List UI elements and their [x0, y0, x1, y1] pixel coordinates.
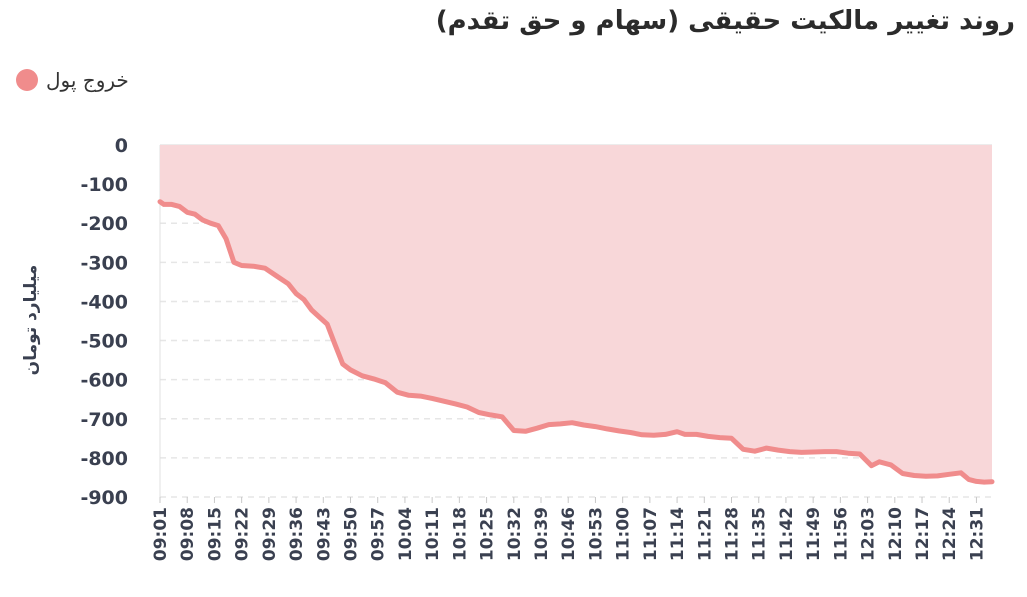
series-line — [157, 199, 995, 485]
x-tick-label: 10:11 — [423, 507, 443, 561]
y-tick-label: -100 — [80, 174, 128, 196]
x-tick-label: 09:43 — [314, 507, 334, 561]
y-tick-label: -900 — [80, 487, 128, 509]
y-tick-label: -600 — [80, 370, 128, 392]
y-axis: 0 -100 -200 -300 -400 -500 -600 -700 -800 -900 — [80, 135, 161, 509]
x-tick-label: 10:46 — [559, 507, 579, 561]
x-tick-label: 09:50 — [342, 507, 362, 561]
legend-marker-dot-icon — [16, 69, 38, 91]
chart-title: روند تغییر مالکیت حقیقی (سهام و حق تقدم) — [435, 6, 1015, 36]
x-tick-label: 10:25 — [478, 507, 498, 561]
y-tick-label: -200 — [80, 213, 128, 235]
x-tick-label: 12:31 — [967, 507, 987, 561]
x-tick-label: 10:18 — [450, 507, 470, 561]
x-tick-label: 12:10 — [886, 507, 906, 561]
x-tick-label: 11:00 — [614, 507, 634, 561]
x-tick-label: 09:15 — [205, 507, 225, 561]
x-tick-label: 12:17 — [913, 507, 933, 561]
x-tick-label: 12:24 — [940, 507, 960, 561]
x-tick-label: 09:57 — [369, 507, 389, 561]
y-tick-label: -800 — [80, 448, 128, 470]
y-axis-label: میلیارد تومان — [21, 265, 41, 376]
x-tick-label: 09:01 — [151, 507, 171, 561]
x-tick-label: 11:07 — [641, 507, 661, 561]
x-tick-label: 10:32 — [505, 507, 525, 561]
x-tick-label: 10:39 — [532, 507, 552, 561]
y-tick-label: -400 — [80, 291, 128, 313]
legend[interactable]: خروج پول — [16, 68, 129, 92]
y-tick-label: -700 — [80, 409, 128, 431]
x-tick-label: 11:35 — [750, 507, 770, 561]
x-tick-label: 09:29 — [260, 507, 280, 561]
y-tick-label: -500 — [80, 331, 128, 353]
x-tick-label: 11:14 — [668, 507, 688, 561]
x-tick-label: 11:28 — [723, 507, 743, 561]
x-tick-label: 12:03 — [859, 507, 879, 561]
x-tick-label: 09:22 — [233, 507, 253, 561]
series-area-fill — [160, 145, 992, 483]
x-tick-label: 09:08 — [178, 507, 198, 561]
x-tick-label: 11:56 — [831, 507, 851, 561]
x-tick-label: 11:42 — [777, 507, 797, 561]
y-tick-label: 0 — [115, 135, 128, 157]
x-axis: 09:01 09:08 09:15 09:22 09:29 09:36 09:43 09:50… — [151, 497, 987, 561]
x-tick-label: 09:36 — [287, 507, 307, 561]
legend-label: خروج پول — [46, 68, 129, 92]
series-line-path[interactable] — [157, 199, 995, 485]
x-tick-label: 11:21 — [695, 507, 715, 561]
series-area — [160, 145, 992, 483]
x-tick-label: 11:49 — [804, 507, 824, 561]
x-tick-label: 10:53 — [586, 507, 606, 561]
y-tick-label: -300 — [80, 252, 128, 274]
x-tick-label: 10:04 — [396, 507, 416, 561]
